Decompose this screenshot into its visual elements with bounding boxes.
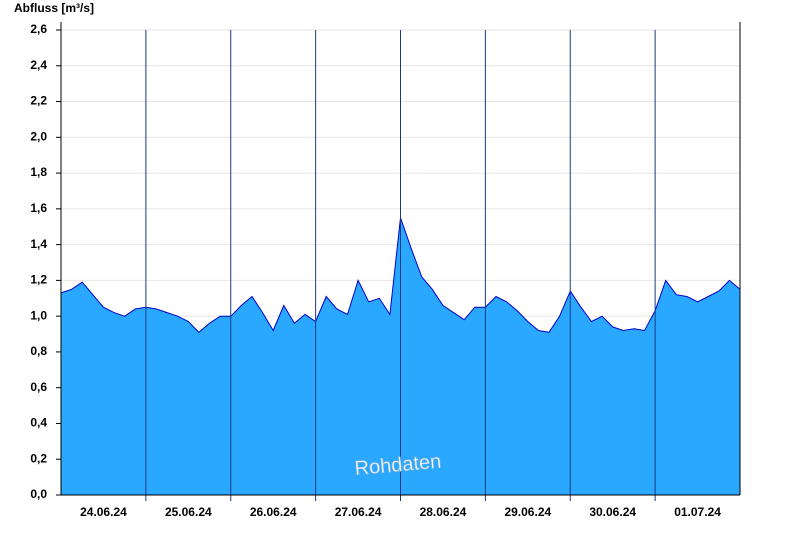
y-tick-label: 0,8 [30,344,47,358]
x-tick-label: 29.06.24 [504,505,551,519]
y-tick-label: 0,6 [30,380,47,394]
y-tick-label: 2,4 [30,58,47,72]
x-tick-label: 01.07.24 [674,505,721,519]
y-tick-label: 0,0 [30,487,47,501]
y-tick-label: 0,2 [30,451,47,465]
x-tick-label: 30.06.24 [589,505,636,519]
chart-title: Abfluss [m³/s] [14,1,94,15]
x-tick-label: 24.06.24 [80,505,127,519]
y-tick-label: 1,0 [30,308,47,322]
x-tick-label: 27.06.24 [335,505,382,519]
x-tick-label: 28.06.24 [420,505,467,519]
y-tick-label: 0,4 [30,416,47,430]
y-tick-label: 1,6 [30,201,47,215]
y-tick-label: 2,0 [30,129,47,143]
y-tick-label: 2,2 [30,94,47,108]
y-tick-label: 1,8 [30,165,47,179]
y-tick-label: 2,6 [30,22,47,36]
x-tick-label: 26.06.24 [250,505,297,519]
y-tick-label: 1,4 [30,237,47,251]
x-tick-label: 25.06.24 [165,505,212,519]
y-tick-label: 1,2 [30,273,47,287]
